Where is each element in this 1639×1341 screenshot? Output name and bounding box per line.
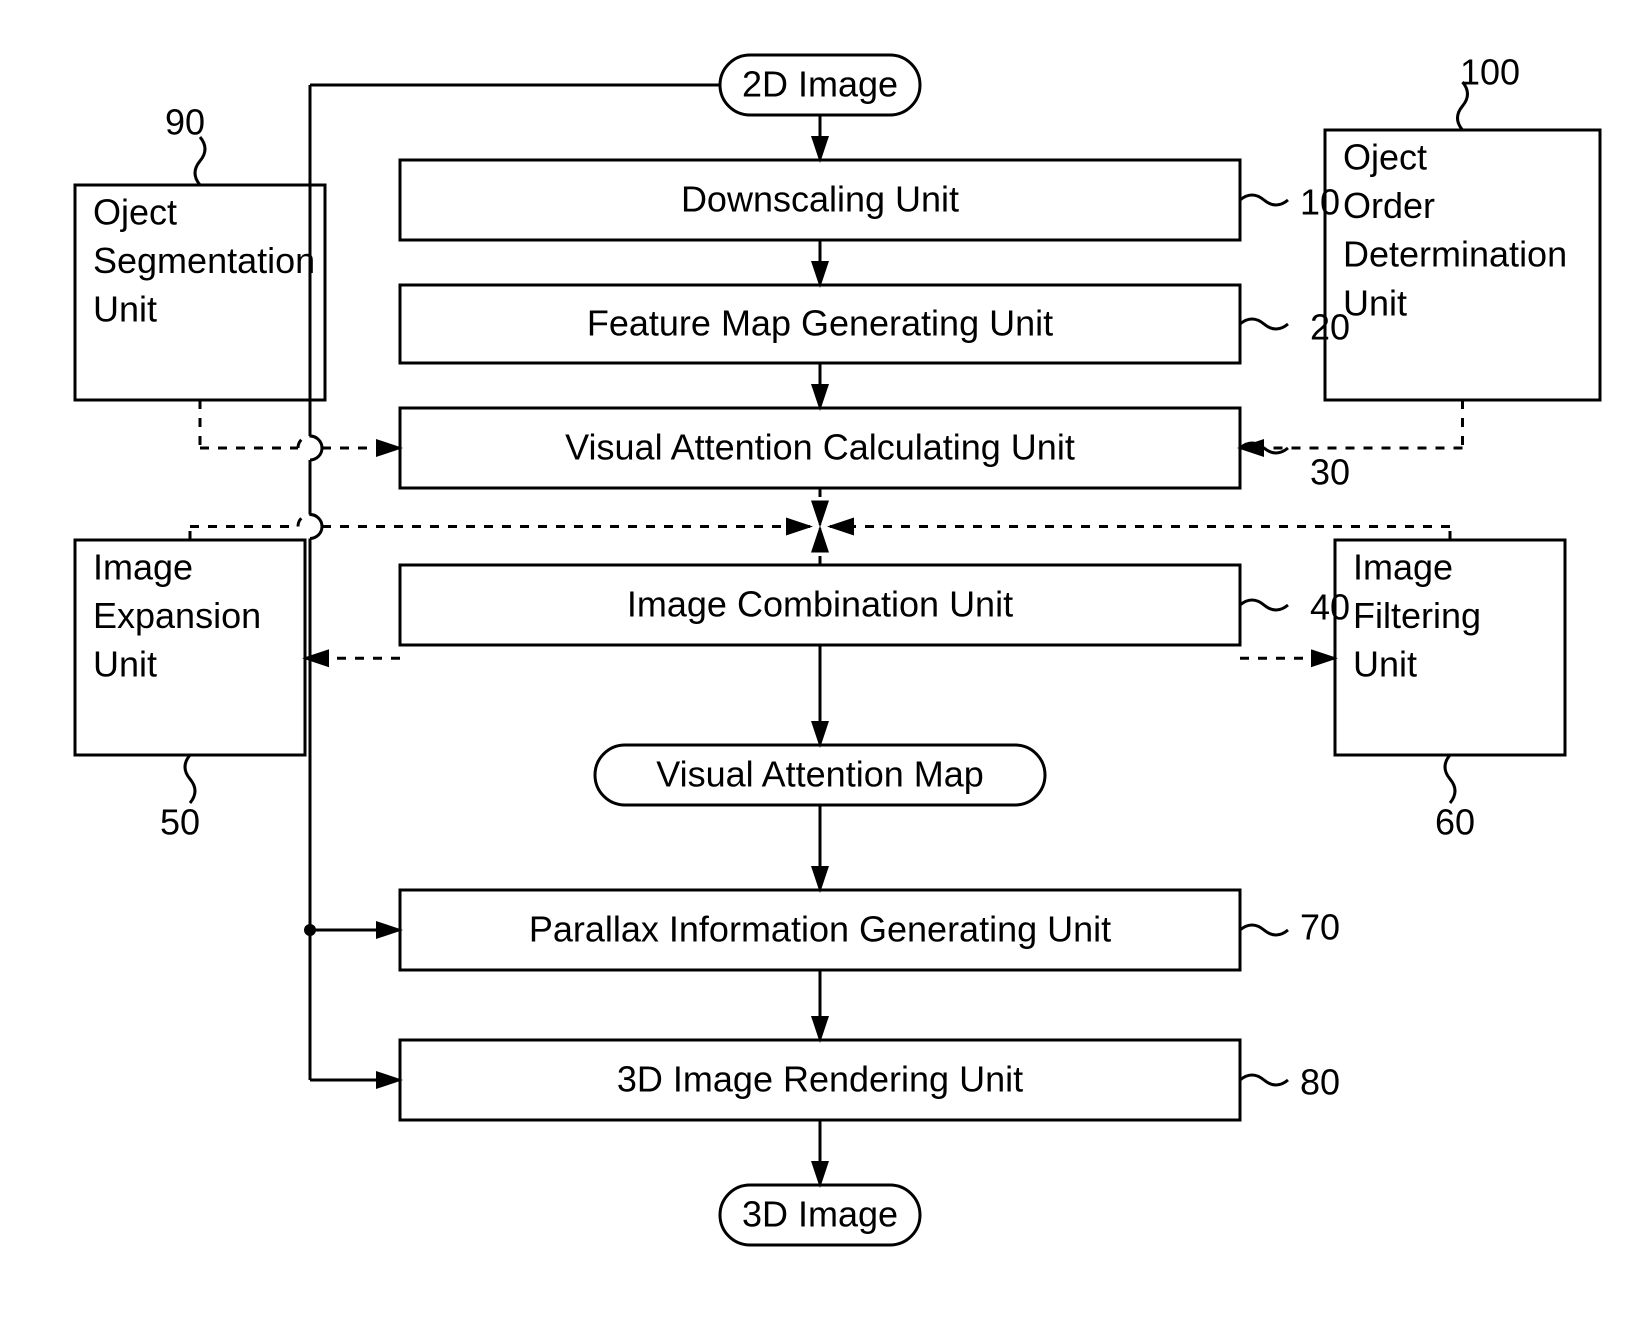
terminal-input-label: 2D Image (742, 64, 898, 105)
feed-hop1 (310, 436, 322, 460)
node-attention-label: Visual Attention Calculating Unit (565, 427, 1075, 468)
side-call-filter (1445, 755, 1455, 803)
side-call-expand (185, 755, 195, 803)
node-feature-label: Feature Map Generating Unit (587, 303, 1053, 344)
node-combine-label: Image Combination Unit (627, 584, 1013, 625)
side-expand-line-2: Unit (93, 644, 157, 685)
side-filter-line-2: Unit (1353, 644, 1417, 685)
side-seg-line-0: Oject (93, 192, 177, 233)
id-n70: 70 (1300, 907, 1340, 948)
side-expand-line-0: Image (93, 547, 193, 588)
node-parallax-label: Parallax Information Generating Unit (529, 909, 1111, 950)
id-n40: 40 (1310, 587, 1350, 628)
feed-hop2 (310, 515, 322, 539)
terminal-output-label: 3D Image (742, 1194, 898, 1235)
side-id-expand: 50 (160, 802, 200, 843)
side-seg-line-2: Unit (93, 289, 157, 330)
side-order-line-2: Determination (1343, 234, 1567, 275)
side-id-filter: 60 (1435, 802, 1475, 843)
side-order-line-0: Oject (1343, 137, 1427, 178)
call-n80-callout (1240, 1075, 1288, 1085)
side-order-line-1: Order (1343, 185, 1435, 226)
call-n70-callout (1240, 925, 1288, 935)
side-id-order: 100 (1460, 52, 1520, 93)
call-n10-callout (1240, 195, 1288, 205)
side-expand-line-1: Expansion (93, 595, 261, 636)
node-render-label: 3D Image Rendering Unit (617, 1059, 1023, 1100)
id-n10: 10 (1300, 182, 1340, 223)
id-n80: 80 (1300, 1062, 1340, 1103)
side-id-seg: 90 (165, 102, 205, 143)
side-order-line-3: Unit (1343, 282, 1407, 323)
id-n20: 20 (1310, 307, 1350, 348)
side-filter-line-0: Image (1353, 547, 1453, 588)
side-seg-line-1: Segmentation (93, 240, 315, 281)
call-n40-callout (1240, 600, 1288, 610)
call-n20-callout (1240, 319, 1288, 329)
terminal-map-label: Visual Attention Map (656, 754, 984, 795)
side-filter-line-1: Filtering (1353, 595, 1481, 636)
seg-hop (298, 436, 322, 448)
diagram-canvas: 2D Image Visual Attention Map 3D Image Down… (0, 0, 1639, 1341)
id-n30: 30 (1310, 452, 1350, 493)
node-downscale-label: Downscaling Unit (681, 179, 959, 220)
exp-hop (298, 515, 322, 527)
side-call-seg (195, 137, 205, 185)
